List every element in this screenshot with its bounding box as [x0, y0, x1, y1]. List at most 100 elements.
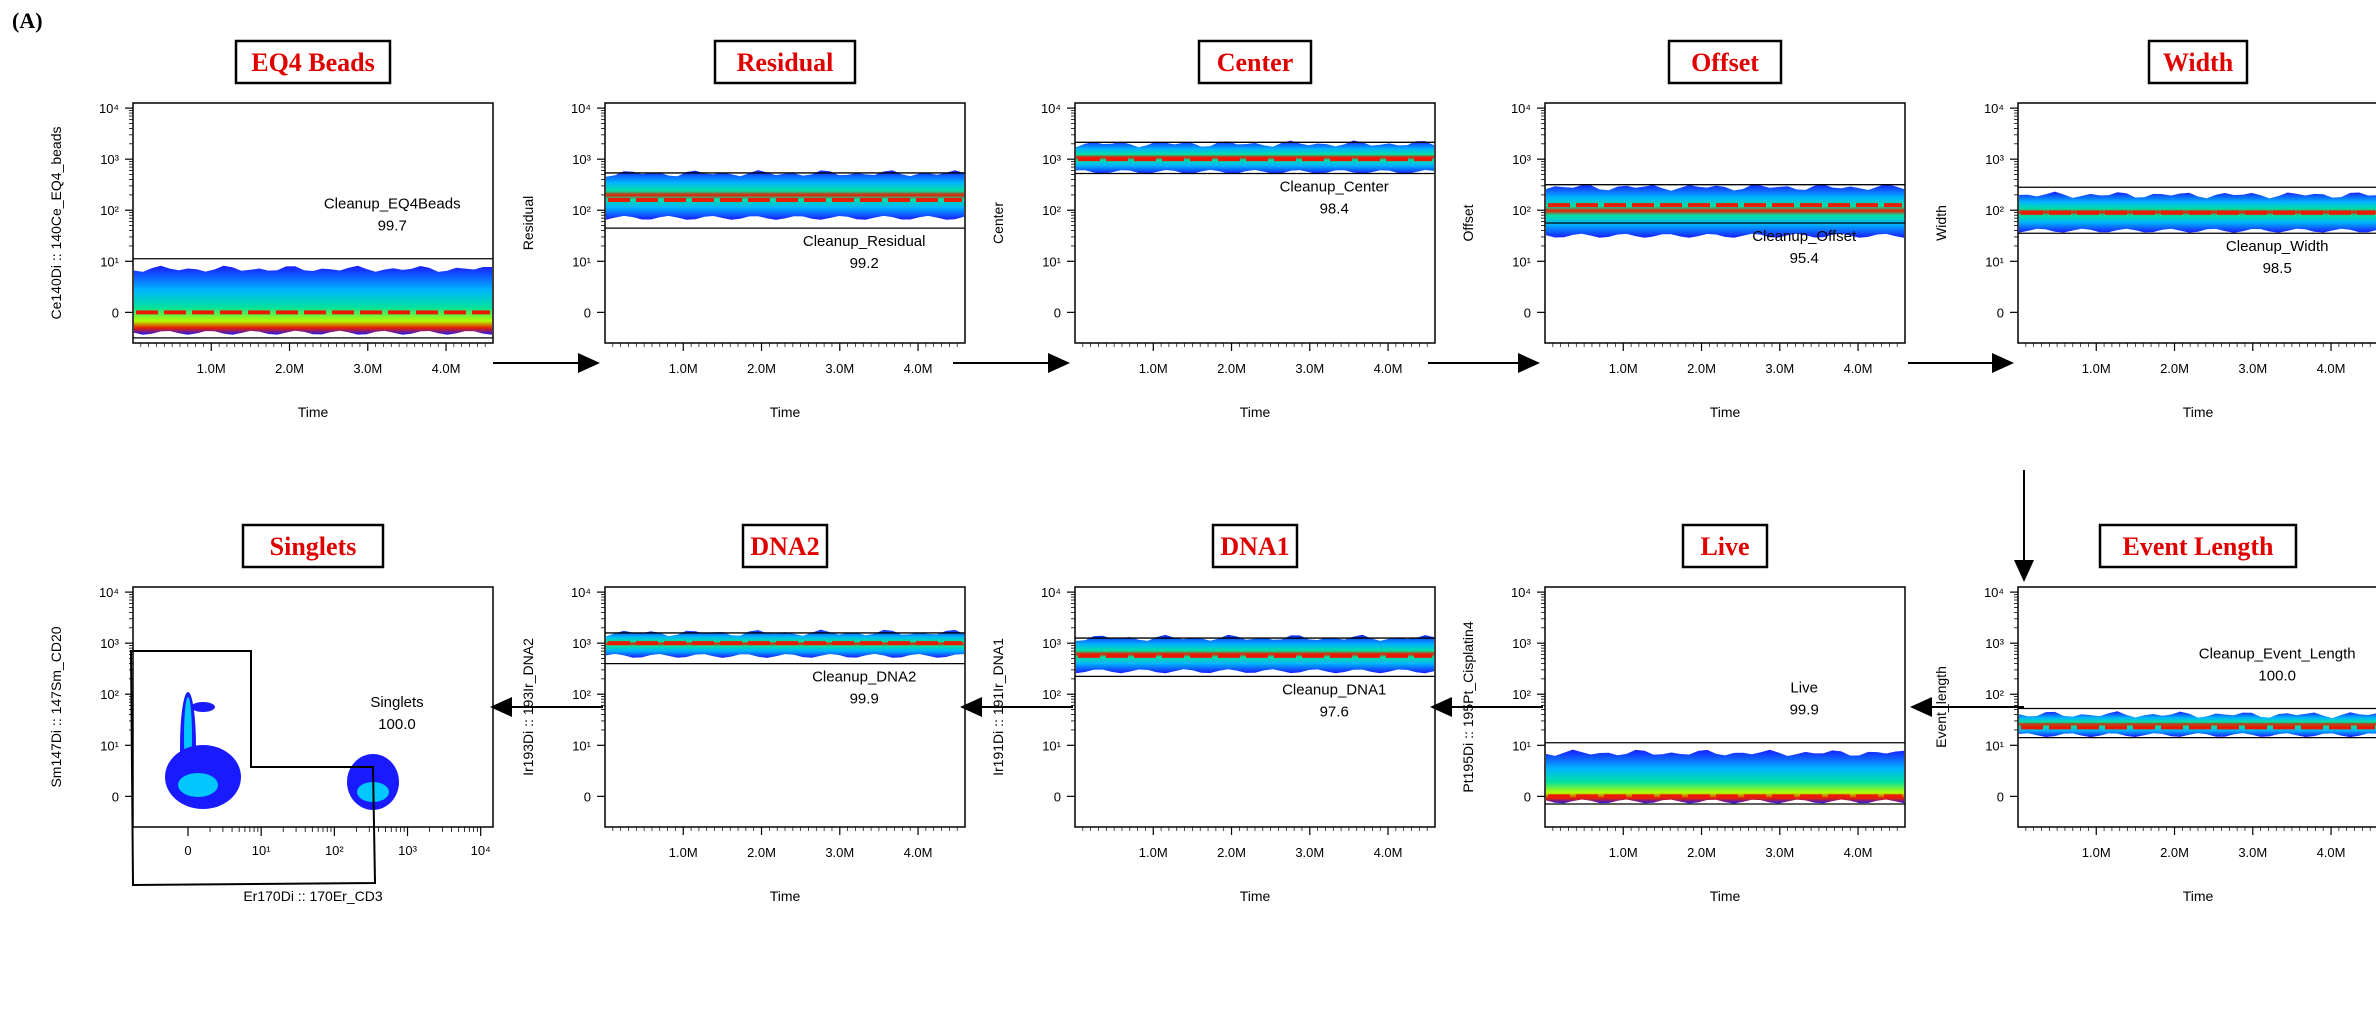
- y-axis-label: Ce140Di :: 140Ce_EQ4_beads: [48, 126, 64, 319]
- gate-value: 97.6: [1320, 703, 1349, 720]
- gate-name: Cleanup_Center: [1280, 178, 1389, 195]
- gate-value: 100.0: [2258, 668, 2296, 685]
- y-tick-label: 10⁴: [99, 101, 119, 116]
- x-axis-label: Time: [770, 404, 801, 420]
- x-tick-label: 4.0M: [904, 845, 933, 860]
- y-tick-label: 10¹: [1985, 738, 2004, 753]
- y-tick-label: 10⁴: [1041, 585, 1061, 600]
- gate-value: 100.0: [378, 716, 416, 733]
- y-tick-label: 10³: [572, 152, 591, 167]
- x-tick-label: 3.0M: [1765, 361, 1794, 376]
- y-tick-label: 10²: [100, 687, 119, 702]
- y-tick-label: 10¹: [1985, 254, 2004, 269]
- plot-center: Center 0 10¹ 10² 10³ 10⁴ Center Time 1.0M 2.0M 3.0…: [990, 39, 1436, 420]
- plot-frame: [2017, 586, 2376, 828]
- gate-name: Live: [1790, 680, 1818, 697]
- x-axis-label: Time: [2183, 404, 2214, 420]
- density-band: [2019, 711, 2376, 738]
- x-tick-label: 3.0M: [1295, 845, 1324, 860]
- cluster-double-neg-core: [178, 773, 218, 797]
- y-tick-label: 10¹: [1512, 254, 1531, 269]
- x-tick-label: 10⁴: [471, 843, 491, 858]
- cluster-small: [191, 702, 215, 712]
- x-tick-label: 3.0M: [1295, 361, 1324, 376]
- y-tick-label: 0: [1524, 789, 1531, 804]
- x-axis-label: Time: [1710, 404, 1741, 420]
- x-axis-label: Er170Di :: 170Er_CD3: [243, 888, 383, 904]
- title-box: [1197, 39, 1313, 85]
- gate-name: Cleanup_DNA1: [1282, 681, 1386, 698]
- y-tick-label: 0: [1997, 789, 2004, 804]
- chart-title: Event Length: [2123, 532, 2275, 561]
- density-band: [606, 170, 964, 220]
- y-tick-label: 10¹: [100, 738, 119, 753]
- title-box: [241, 523, 385, 569]
- y-tick-label: 10³: [1985, 152, 2004, 167]
- chart-title: Live: [1700, 532, 1749, 561]
- density-band: [1546, 749, 1904, 804]
- gate-name: Cleanup_Residual: [803, 233, 926, 250]
- y-axis-label: Offset: [1460, 204, 1476, 241]
- y-tick-label: 0: [1997, 305, 2004, 320]
- title-box: [2098, 523, 2298, 569]
- y-tick-label: 10³: [1512, 152, 1531, 167]
- title-box: [1211, 523, 1299, 569]
- x-tick-label: 4.0M: [2317, 845, 2346, 860]
- x-tick-label: 2.0M: [1217, 845, 1246, 860]
- gate-value: 98.4: [1320, 200, 1349, 217]
- gate-value: 99.9: [1790, 702, 1819, 719]
- y-tick-label: 0: [112, 305, 119, 320]
- y-axis-label: Center: [990, 202, 1006, 244]
- panel-label: (A): [12, 8, 43, 33]
- y-tick-label: 10⁴: [1984, 101, 2004, 116]
- y-tick-label: 10⁴: [1041, 101, 1061, 116]
- title-box: [741, 523, 829, 569]
- chart-title: DNA2: [750, 532, 819, 561]
- x-tick-label: 4.0M: [1374, 361, 1403, 376]
- x-tick-label: 2.0M: [2160, 361, 2189, 376]
- x-tick-label: 1.0M: [1139, 361, 1168, 376]
- y-tick-label: 10²: [100, 203, 119, 218]
- title-box: [1681, 523, 1769, 569]
- gate-name: Cleanup_Event_Length: [2199, 646, 2356, 663]
- y-tick-label: 0: [584, 789, 591, 804]
- plot-event-length: Event Length010¹10²10³10⁴Event_lengthTim…: [1933, 523, 2376, 904]
- y-tick-label: 10⁴: [1984, 585, 2004, 600]
- plot-frame: [1074, 586, 1436, 828]
- x-tick-label: 4.0M: [1374, 845, 1403, 860]
- x-tick-label: 4.0M: [904, 361, 933, 376]
- x-tick-label: 2.0M: [275, 361, 304, 376]
- y-axis-label: Width: [1933, 205, 1949, 241]
- x-tick-label: 3.0M: [825, 845, 854, 860]
- x-tick-label: 3.0M: [825, 361, 854, 376]
- gate-name: Singlets: [370, 694, 423, 711]
- x-tick-label: 4.0M: [1844, 361, 1873, 376]
- plot-width: Width 0 10¹ 10² 10³ 10⁴ Width Time 1.0M 2.0M 3.0M 4…: [1933, 39, 2376, 420]
- y-tick-label: 10²: [572, 203, 591, 218]
- x-tick-label: 2.0M: [1687, 845, 1716, 860]
- chart-title: Center: [1217, 48, 1294, 77]
- y-tick-label: 10¹: [572, 738, 591, 753]
- y-tick-label: 10³: [1512, 636, 1531, 651]
- chart-title: DNA1: [1220, 532, 1289, 561]
- title-box: [1667, 39, 1783, 85]
- plot-offset: Offset 0 10¹ 10² 10³ 10⁴ Offset Time 1.0M 2.0M 3.0…: [1460, 39, 1906, 420]
- x-tick-label: 10³: [398, 843, 417, 858]
- y-tick-label: 10¹: [1042, 254, 1061, 269]
- y-tick-label: 10²: [572, 687, 591, 702]
- y-tick-label: 10⁴: [1511, 101, 1531, 116]
- x-tick-label: 2.0M: [747, 361, 776, 376]
- x-tick-label: 0: [184, 843, 191, 858]
- x-tick-label: 2.0M: [1687, 361, 1716, 376]
- x-tick-label: 1.0M: [1609, 361, 1638, 376]
- y-tick-label: 10²: [1042, 203, 1061, 218]
- x-tick-label: 10²: [325, 843, 344, 858]
- x-axis-label: Time: [2183, 888, 2214, 904]
- y-tick-label: 10¹: [572, 254, 591, 269]
- x-tick-label: 2.0M: [2160, 845, 2189, 860]
- y-tick-label: 0: [584, 305, 591, 320]
